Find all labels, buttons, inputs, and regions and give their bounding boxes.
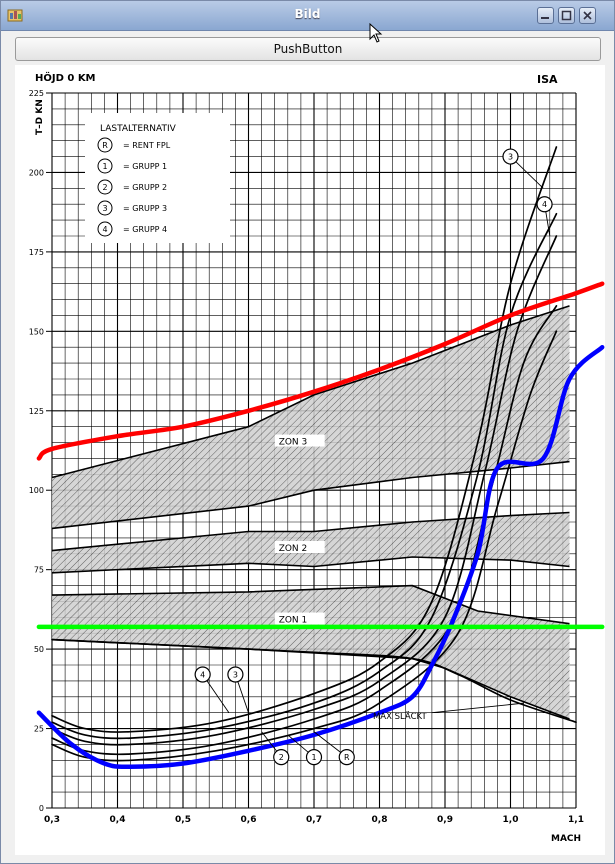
y-tick-label: 125 [29, 407, 44, 416]
x-tick-label: 1,0 [503, 815, 519, 825]
series-label: 4 [542, 200, 547, 209]
series-label: 3 [508, 153, 513, 162]
series-label-marker [273, 749, 290, 766]
zone-label-background [274, 541, 325, 554]
zone-area [52, 305, 570, 529]
y-tick-label: 100 [29, 486, 44, 495]
series-line [51, 235, 558, 746]
legend-entry: 1 = GRUPP 1 [97, 158, 167, 174]
legend-text: = GRUPP 3 [123, 204, 167, 213]
app-icon[interactable] [7, 7, 23, 23]
overlay-series-line [36, 281, 605, 461]
legend-entry: R = RENT FPL [97, 137, 171, 153]
y-tick-label: 0 [39, 804, 44, 813]
series-label-marker [305, 749, 323, 766]
series-label-marker [338, 749, 355, 766]
series-label: 3 [233, 671, 238, 680]
close-button[interactable] [579, 7, 596, 24]
zone-upper-boundary [51, 584, 570, 625]
title-bar[interactable]: Bild [1, 1, 614, 31]
x-tick-label: 0,4 [110, 815, 126, 825]
legend-title: LASTALTERNATIV [100, 124, 177, 134]
y-tick-label: 25 [34, 725, 44, 734]
legend-marker: 4 [102, 225, 107, 234]
series-line [51, 212, 558, 740]
x-tick-label: 0,5 [175, 815, 191, 825]
y-tick-label: 200 [29, 168, 44, 177]
series-label-leader [431, 702, 524, 714]
legend-text: = GRUPP 2 [123, 183, 167, 192]
y-tick-label: 75 [34, 566, 44, 575]
series-label-marker [194, 666, 211, 683]
y-tick-label: 150 [29, 327, 44, 336]
x-tick-label: 0,8 [372, 815, 388, 825]
series-label: 4 [200, 671, 205, 680]
minimize-button[interactable] [537, 7, 554, 24]
series-label: 1 [311, 753, 316, 762]
push-button[interactable]: PushButton [15, 37, 601, 61]
y-axis-label: T–D KN [35, 99, 45, 135]
x-tick-label: 1,1 [568, 815, 584, 825]
chart-canvas: ZON 3 ZON 2 ZON 1 3 4 4 3 2 1 R MAX SLÄCKT 0,3 0,4… [15, 65, 605, 855]
legend-marker: 3 [102, 204, 107, 213]
chart-legend: LASTALTERNATIV R = RENT FPL 1 = GRUPP 1 … [85, 113, 230, 243]
chart-title: HÖJD 0 KM [35, 70, 96, 84]
zone-lower-boundary [51, 460, 570, 530]
overlay-series-line [36, 344, 605, 769]
minimize-icon [541, 17, 549, 19]
zone-lower-boundary [51, 556, 570, 574]
zone-label: ZON 2 [279, 544, 308, 554]
legend-text: = GRUPP 1 [123, 162, 167, 171]
series-label: MAX SLÄCKT [373, 711, 428, 722]
y-tick-label: 225 [29, 89, 44, 98]
maximize-icon [561, 10, 572, 21]
x-tick-label: 0,7 [306, 815, 322, 825]
legend-marker: R [102, 141, 108, 150]
x-tick-label: 0,9 [437, 815, 453, 825]
legend-entry: 2 = GRUPP 2 [97, 179, 167, 195]
zone-label-background [274, 612, 325, 625]
x-tick-label: 0,6 [241, 815, 257, 825]
series-line [51, 330, 558, 762]
series-label-marker [502, 148, 519, 165]
y-tick-label: 50 [34, 645, 44, 654]
window-title: Bild [294, 7, 321, 21]
close-icon [583, 11, 592, 20]
zone-label: ZON 1 [279, 616, 308, 626]
legend-marker: 1 [102, 162, 107, 171]
x-axis-label: MACH [551, 834, 581, 844]
series-label-marker [227, 666, 244, 683]
legend-text: = GRUPP 4 [123, 225, 167, 234]
series-label: 2 [279, 753, 284, 762]
maximize-button[interactable] [558, 7, 575, 24]
legend-text: = RENT FPL [123, 141, 171, 150]
zone-upper-boundary [51, 511, 570, 552]
thrust-drag-chart: ZON 3 ZON 2 ZON 1 3 4 4 3 2 1 R MAX SLÄCKT 0,3 0,4… [29, 70, 605, 844]
legend-marker: 2 [102, 183, 107, 192]
series-line [51, 305, 558, 756]
series-label: R [344, 753, 350, 762]
legend-entry: 4 = GRUPP 4 [97, 221, 167, 237]
series-line [51, 638, 577, 724]
mouse-pointer-icon [369, 23, 383, 43]
zone-label-background [274, 434, 325, 447]
x-tick-label: 0,3 [44, 815, 60, 825]
series-label-marker [536, 196, 553, 213]
chart-corner-label: ISA [537, 73, 558, 86]
zone-label: ZON 3 [279, 438, 308, 448]
legend-entry: 3 = GRUPP 3 [97, 200, 167, 216]
y-tick-label: 175 [29, 248, 44, 257]
